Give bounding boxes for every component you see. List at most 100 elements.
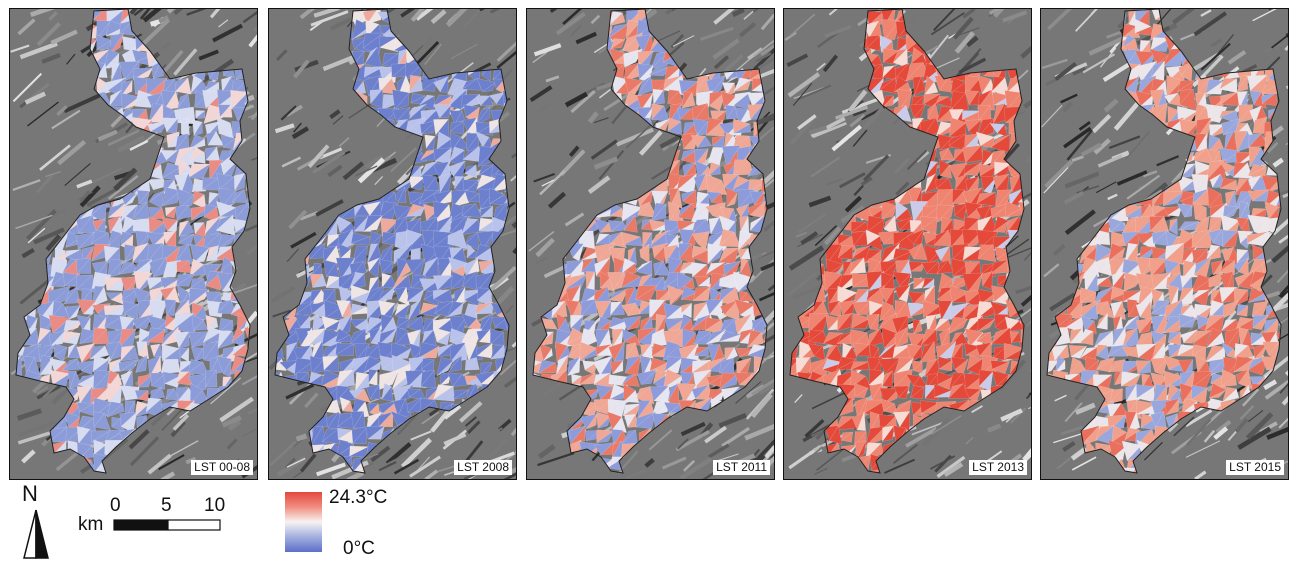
lst-cell <box>475 343 493 357</box>
lst-cell <box>475 271 495 293</box>
lst-cell <box>230 89 249 110</box>
lst-cell <box>733 271 754 293</box>
lst-cell <box>476 287 493 307</box>
hillshade-ridge <box>786 53 809 68</box>
hillshade-ridge <box>795 231 807 238</box>
lst-cell <box>93 413 111 431</box>
hillshade-ridge <box>988 9 1002 15</box>
lst-cell <box>135 354 148 373</box>
lst-cell <box>394 303 410 320</box>
lst-cell <box>323 299 344 319</box>
lst-cell <box>408 388 427 402</box>
hillshade-ridge <box>797 233 823 248</box>
hillshade-ridge <box>443 404 462 420</box>
hillshade-ridge <box>248 34 257 48</box>
hillshade-ridge <box>545 75 560 83</box>
lst-cell <box>381 382 392 400</box>
hillshade-ridge <box>346 470 365 479</box>
lst-cell <box>637 76 651 97</box>
lst-cell <box>621 202 644 222</box>
hillshade-ridge <box>952 27 980 38</box>
lst-cell <box>216 299 238 315</box>
lst-cell <box>103 314 127 328</box>
lst-cell <box>911 46 924 64</box>
lst-cell <box>464 341 477 363</box>
lst-cell <box>353 410 366 429</box>
hillshade-ridge <box>603 93 629 112</box>
hillshade-ridge <box>218 19 229 28</box>
lst-cell <box>190 243 210 263</box>
lst-cell <box>368 368 378 385</box>
lst-cell <box>378 300 396 319</box>
lst-cell <box>62 410 81 428</box>
hillshade-ridge <box>513 12 516 17</box>
lst-cell <box>338 314 352 336</box>
lst-cell <box>737 248 749 260</box>
lst-cell <box>335 439 355 459</box>
lst-cell <box>627 80 643 95</box>
lst-cell <box>174 77 192 95</box>
lst-cell <box>433 230 453 248</box>
lst-cell <box>724 347 735 364</box>
lst-cell <box>565 299 580 319</box>
map-panel-lst-2011: LST 2011 <box>526 8 775 480</box>
hillshade-ridge <box>462 9 482 29</box>
lst-cell <box>352 425 368 444</box>
hillshade-ridge <box>758 382 774 395</box>
lst-cell <box>16 354 22 377</box>
lst-cell <box>581 246 600 261</box>
hillshade-ridge <box>593 117 609 124</box>
lst-cell <box>193 222 205 235</box>
lst-cell <box>708 356 728 372</box>
lst-cell <box>677 219 696 232</box>
lst-cell <box>180 347 190 363</box>
lst-cell <box>77 374 96 386</box>
hillshade-ridge <box>147 453 172 475</box>
hillshade-ridge <box>762 309 774 325</box>
hillshade-ridge <box>962 9 976 19</box>
lst-cell <box>189 152 206 164</box>
lst-cell <box>294 313 311 328</box>
lst-cell <box>892 48 909 69</box>
hillshade-ridge <box>816 62 826 72</box>
hillshade-ridge <box>246 244 257 256</box>
hillshade-ridge <box>533 43 562 57</box>
hillshade-ridge <box>744 423 774 441</box>
hillshade-ridge <box>79 185 101 208</box>
lst-cell <box>565 284 581 306</box>
hillshade-ridge <box>541 179 555 187</box>
hillshade-ridge <box>844 195 862 213</box>
lst-cell <box>308 374 323 385</box>
lst-cell <box>894 62 909 80</box>
hillshade-ridge <box>911 420 946 436</box>
lst-cell <box>718 331 742 343</box>
hillshade-ridge <box>212 23 243 43</box>
hillshade-ridge <box>489 9 501 14</box>
lst-cell <box>367 257 381 273</box>
hillshade-ridge <box>39 144 71 171</box>
lst-cell <box>425 135 436 153</box>
lst-cell <box>391 274 409 292</box>
lst-cell <box>693 346 710 357</box>
lst-cell <box>217 235 236 250</box>
lst-cell <box>233 173 246 192</box>
hillshade-ridge <box>369 9 376 12</box>
lst-cell <box>96 76 107 96</box>
lst-cell <box>449 110 463 125</box>
lst-cell <box>912 76 922 96</box>
lst-cell <box>453 389 470 400</box>
hillshade-ridge <box>814 225 838 247</box>
lst-cell <box>607 220 624 232</box>
lst-cell <box>748 179 767 193</box>
lst-cell <box>447 301 464 317</box>
hillshade-ridge <box>357 157 385 184</box>
hillshade-ridge <box>916 150 930 163</box>
hillshade-ridge <box>841 97 879 115</box>
hillshade-ridge <box>1000 408 1023 422</box>
lst-cell <box>556 313 567 331</box>
lst-cell <box>207 130 225 146</box>
lst-cell <box>191 178 205 193</box>
lst-cell <box>309 355 324 375</box>
hillshade-ridge <box>256 53 257 54</box>
lst-cell <box>192 319 209 331</box>
